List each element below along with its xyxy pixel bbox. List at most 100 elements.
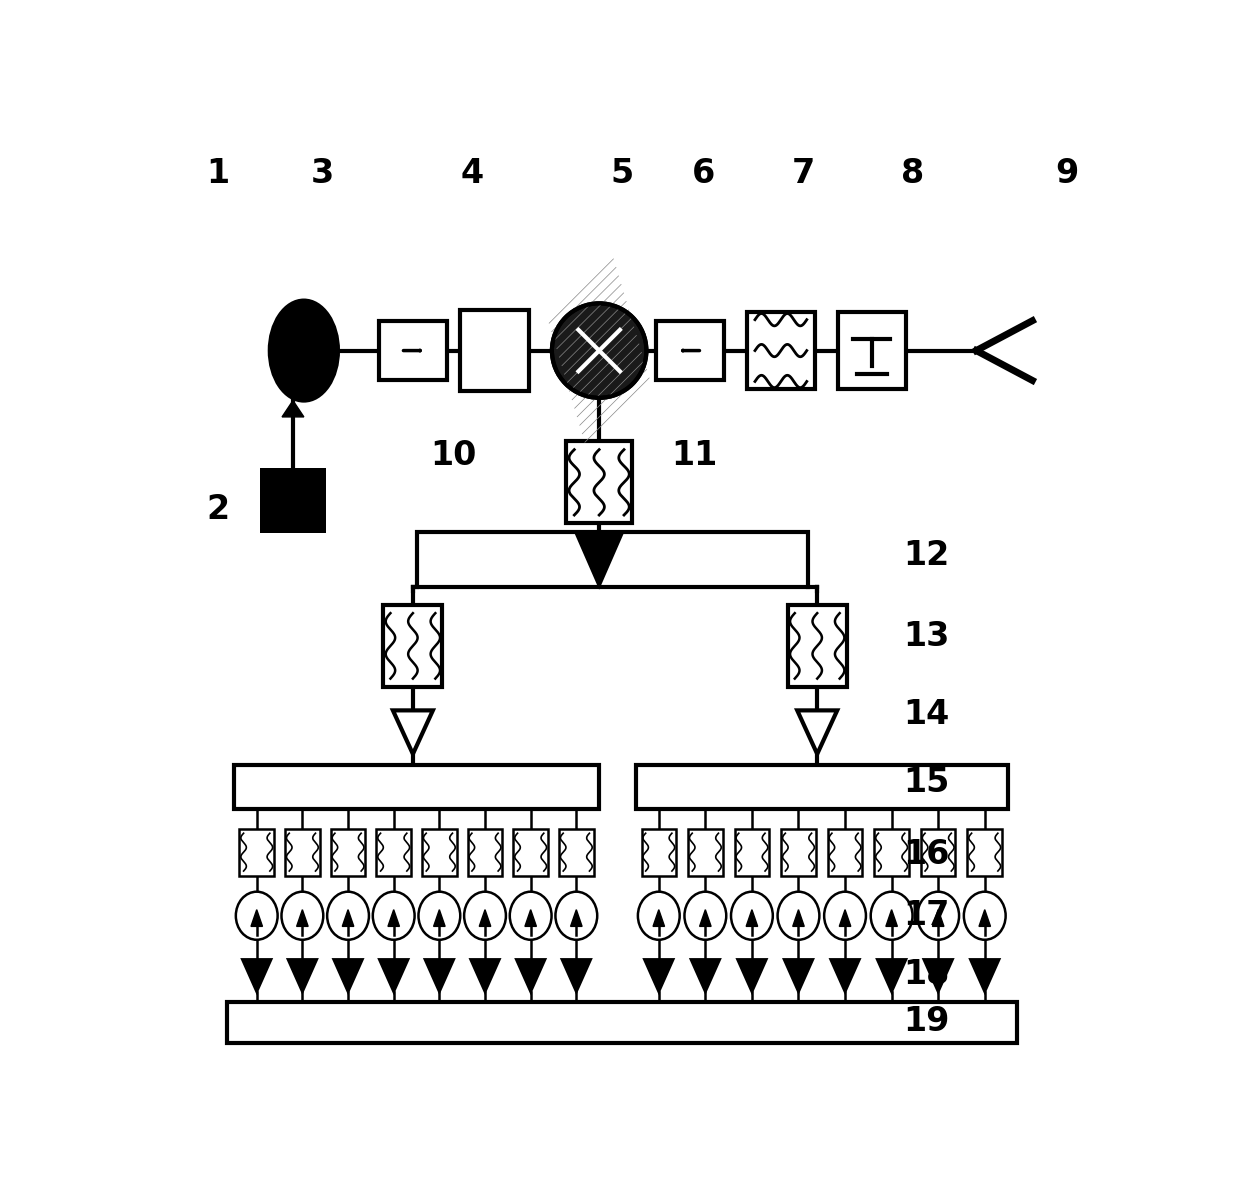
Ellipse shape [510,892,552,939]
Bar [567,441,632,523]
Polygon shape [924,959,952,992]
Text: 14: 14 [903,697,950,730]
Polygon shape [342,910,353,926]
Bar [422,828,456,876]
Ellipse shape [732,892,773,939]
Polygon shape [434,910,445,926]
Ellipse shape [236,892,278,939]
Bar [331,828,366,876]
Polygon shape [784,959,813,992]
Polygon shape [797,710,837,754]
Text: 10: 10 [430,439,477,472]
Polygon shape [570,910,582,926]
Polygon shape [877,959,906,992]
Bar [641,828,676,876]
Text: 11: 11 [671,439,718,472]
Text: 13: 13 [903,621,950,654]
Text: 12: 12 [903,538,950,571]
Ellipse shape [918,892,959,939]
Bar [746,312,815,389]
Bar [418,532,808,586]
Bar [688,828,723,876]
Polygon shape [980,910,991,926]
Bar [239,828,274,876]
Ellipse shape [464,892,506,939]
Ellipse shape [825,892,866,939]
Bar [828,828,862,876]
Polygon shape [480,910,491,926]
Bar [838,312,905,389]
Polygon shape [388,910,399,926]
Bar [460,309,529,392]
Polygon shape [562,959,591,992]
Text: 19: 19 [903,1004,950,1037]
Text: 18: 18 [903,958,950,991]
Polygon shape [516,959,546,992]
Ellipse shape [373,892,414,939]
Bar [467,828,502,876]
Bar [379,321,446,380]
Ellipse shape [637,892,680,939]
Polygon shape [885,910,898,926]
Bar [227,1003,1017,1043]
Text: 1: 1 [206,157,229,190]
Polygon shape [296,910,308,926]
Polygon shape [831,959,859,992]
Polygon shape [250,910,263,926]
Text: 15: 15 [903,766,950,799]
Polygon shape [738,959,766,992]
Text: 4: 4 [460,157,484,190]
Bar [921,828,956,876]
Bar [635,765,1008,808]
Polygon shape [653,910,665,926]
Ellipse shape [684,892,727,939]
Text: 3: 3 [310,157,334,190]
Text: 16: 16 [903,838,950,871]
Polygon shape [839,910,851,926]
Polygon shape [242,959,272,992]
Polygon shape [334,959,362,992]
Ellipse shape [270,301,339,400]
Bar [781,828,816,876]
Ellipse shape [963,892,1006,939]
Polygon shape [288,959,317,992]
Bar [559,828,594,876]
Polygon shape [470,959,500,992]
Bar [377,828,410,876]
Bar [734,828,769,876]
Bar [967,828,1002,876]
Text: 8: 8 [901,157,924,190]
Bar [260,467,326,533]
Bar [787,605,847,687]
Polygon shape [281,400,304,417]
Polygon shape [425,959,454,992]
Bar [234,765,599,808]
Ellipse shape [327,892,370,939]
Ellipse shape [418,892,460,939]
Text: 9: 9 [1055,157,1079,190]
Polygon shape [970,959,999,992]
Text: 17: 17 [903,899,950,932]
Polygon shape [699,910,711,926]
Text: 7: 7 [792,157,815,190]
Polygon shape [645,959,673,992]
Polygon shape [393,710,433,754]
Ellipse shape [281,892,324,939]
Polygon shape [691,959,720,992]
Ellipse shape [777,892,820,939]
Ellipse shape [870,892,913,939]
Circle shape [552,303,646,398]
Polygon shape [932,910,944,926]
Polygon shape [578,535,621,584]
Polygon shape [379,959,408,992]
Polygon shape [746,910,758,926]
Bar [285,828,320,876]
Bar [513,828,548,876]
Polygon shape [525,910,537,926]
Text: 5: 5 [610,157,634,190]
Text: 2: 2 [206,493,229,526]
Bar [656,321,724,380]
Bar [874,828,909,876]
Polygon shape [792,910,805,926]
Text: 6: 6 [692,157,715,190]
